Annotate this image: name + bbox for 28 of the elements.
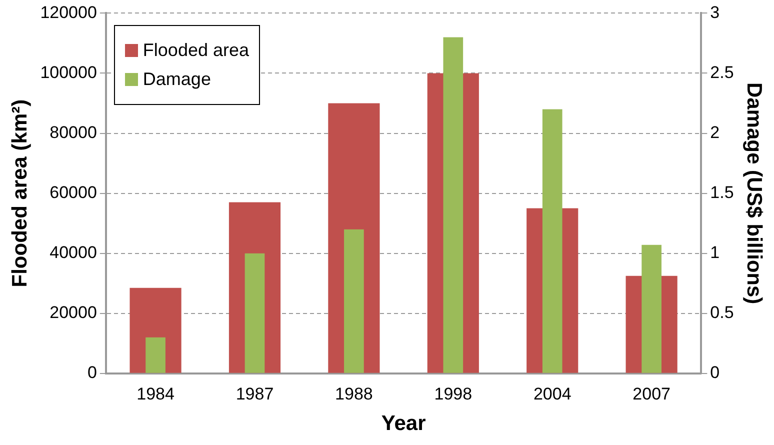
x-tick-label: 2004 [533,384,572,404]
y2-tick-label: 1.5 [710,182,734,202]
legend-label: Damage [142,69,211,90]
x-axis-title: Year [381,412,426,436]
y-tick-label: 40000 [50,243,97,262]
x-tick-label: 1984 [136,384,174,404]
y-tick-label: 100000 [40,62,97,82]
y2-tick-label: 1 [710,243,720,262]
y2-tick-label: 2 [710,122,720,142]
y-tick-label: 0 [87,363,97,382]
bar [146,337,166,373]
y2-tick-label: 2.5 [710,62,734,82]
legend-label: Flooded area [142,40,249,62]
x-tick-label: 1987 [236,384,274,404]
y-axis-title: Flooded area (km²) [8,99,32,288]
y2-axis-title: Damage (US$ billions) [742,82,766,304]
x-tick-label: 1988 [335,384,373,404]
bar [344,229,364,373]
y-tick-label: 120000 [40,2,97,22]
x-tick-label: 2007 [632,384,670,404]
y-tick-label: 20000 [50,303,97,322]
y2-tick-label: 0 [710,363,720,382]
y2-tick-label: 0.5 [710,303,734,322]
bar [244,253,265,373]
y-tick-label: 60000 [50,182,97,202]
y2-tick-label: 3 [710,2,720,22]
y-tick-label: 80000 [50,122,97,142]
x-tick-label: 1998 [434,384,472,404]
